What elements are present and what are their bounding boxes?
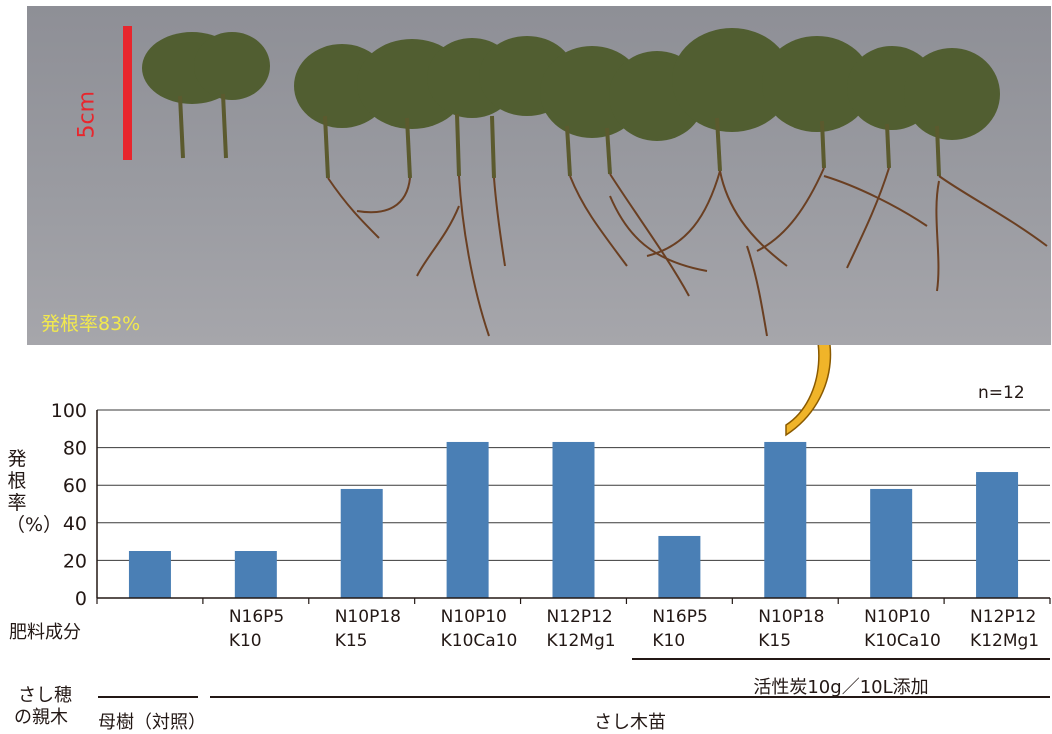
callout-arrow bbox=[785, 345, 832, 437]
parent-group-cutting-seedling: さし木苗 bbox=[594, 712, 666, 733]
bar bbox=[976, 472, 1019, 598]
y-tick-label: 0 bbox=[75, 588, 87, 610]
bar bbox=[446, 441, 489, 598]
sample-size-note: n=12 bbox=[978, 383, 1025, 403]
cuttings-photo: 5cm 発根率83% bbox=[27, 6, 1051, 345]
foliage-group bbox=[142, 28, 1000, 141]
x-tick-label: N10P18 bbox=[758, 607, 824, 627]
x-tick-label: K10 bbox=[652, 631, 685, 651]
x-tick-label: K15 bbox=[758, 631, 791, 651]
parent-tree-title-line1: さし穂 bbox=[18, 685, 72, 706]
x-tick-label: K10Ca10 bbox=[441, 631, 518, 651]
bar bbox=[552, 441, 595, 598]
y-tick-labels: 0 20 40 60 80 100 bbox=[51, 400, 87, 610]
x-axis-label: 肥料成分 bbox=[9, 622, 81, 643]
x-tick-label: K10Ca10 bbox=[864, 631, 941, 651]
y-tick-label: 100 bbox=[51, 400, 87, 422]
y-tick-label: 60 bbox=[63, 475, 87, 497]
y-tick-label: 20 bbox=[63, 550, 87, 572]
y-tick-label: 80 bbox=[63, 438, 87, 460]
bar bbox=[234, 551, 277, 598]
x-tick-label: N16P5 bbox=[652, 607, 707, 627]
scale-bar bbox=[123, 26, 132, 160]
rooting-rate-chart: 0 20 40 60 80 100 N16P5 K10 N10P18 K15 N10P10 K10C… bbox=[51, 345, 1051, 698]
y-tick-label: 40 bbox=[63, 513, 87, 535]
x-tick-label: N10P10 bbox=[864, 607, 930, 627]
parent-tree-title-line2: の親木 bbox=[14, 707, 68, 728]
roots-group bbox=[327, 167, 1048, 337]
x-tick-label: K12Mg1 bbox=[970, 631, 1039, 651]
scale-label: 5cm bbox=[74, 90, 100, 139]
x-tick-label: N12P12 bbox=[970, 607, 1036, 627]
bar bbox=[764, 441, 807, 598]
bar bbox=[128, 551, 171, 598]
axes bbox=[96, 410, 1051, 604]
parent-group-mother-tree: 母樹（対照） bbox=[98, 712, 206, 733]
cuttings-illustration bbox=[123, 26, 1048, 337]
rooting-rate-caption: 発根率83% bbox=[41, 313, 141, 335]
activated-carbon-group-label: 活性炭10g／10L添加 bbox=[753, 677, 929, 698]
bars bbox=[128, 441, 1019, 598]
category-labels: N16P5 K10 N10P18 K15 N10P10 K10Ca10 N12P12 K12M… bbox=[229, 607, 1039, 651]
x-tick-label: K15 bbox=[335, 631, 368, 651]
stems-group bbox=[178, 93, 941, 179]
bar bbox=[340, 488, 383, 598]
group-brackets bbox=[98, 658, 1050, 698]
bar bbox=[658, 535, 701, 598]
bar bbox=[870, 488, 913, 598]
x-tick-label: N10P10 bbox=[441, 607, 507, 627]
x-tick-label: K12Mg1 bbox=[547, 631, 616, 651]
x-tick-label: K10 bbox=[229, 631, 262, 651]
x-tick-label: N10P18 bbox=[335, 607, 401, 627]
y-axis-label: 発根率（%） bbox=[6, 448, 63, 536]
x-tick-label: N12P12 bbox=[547, 607, 613, 627]
x-tick-label: N16P5 bbox=[229, 607, 284, 627]
